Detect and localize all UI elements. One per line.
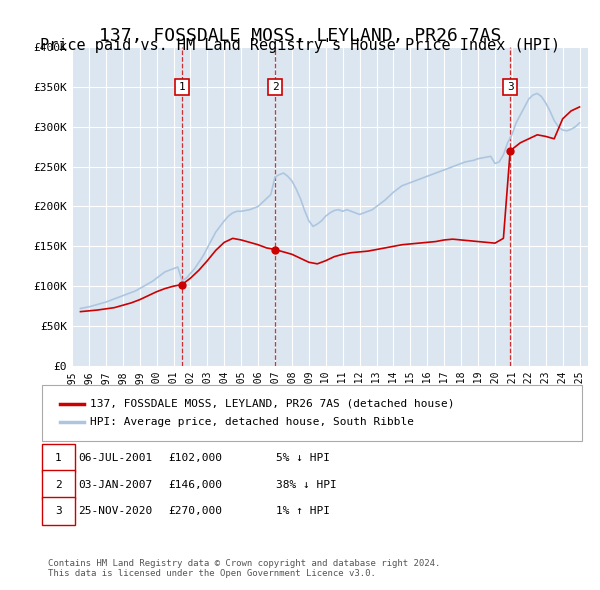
Text: £270,000: £270,000 [168,506,222,516]
Text: 2: 2 [55,480,62,490]
Text: 5% ↓ HPI: 5% ↓ HPI [276,453,330,463]
Text: Contains HM Land Registry data © Crown copyright and database right 2024.
This d: Contains HM Land Registry data © Crown c… [48,559,440,578]
Text: 137, FOSSDALE MOSS, LEYLAND, PR26 7AS (detached house): 137, FOSSDALE MOSS, LEYLAND, PR26 7AS (d… [90,399,455,408]
Text: 38% ↓ HPI: 38% ↓ HPI [276,480,337,490]
Text: HPI: Average price, detached house, South Ribble: HPI: Average price, detached house, Sout… [90,418,414,427]
Text: £102,000: £102,000 [168,453,222,463]
Text: 2: 2 [272,82,278,92]
Text: 137, FOSSDALE MOSS, LEYLAND, PR26 7AS: 137, FOSSDALE MOSS, LEYLAND, PR26 7AS [99,27,501,45]
Text: 3: 3 [55,506,62,516]
Text: £146,000: £146,000 [168,480,222,490]
Text: 1% ↑ HPI: 1% ↑ HPI [276,506,330,516]
Text: 1: 1 [179,82,185,92]
Text: 03-JAN-2007: 03-JAN-2007 [78,480,152,490]
Text: 1: 1 [55,453,62,463]
Text: Price paid vs. HM Land Registry's House Price Index (HPI): Price paid vs. HM Land Registry's House … [40,38,560,53]
Text: 25-NOV-2020: 25-NOV-2020 [78,506,152,516]
Text: 3: 3 [507,82,514,92]
Text: 06-JUL-2001: 06-JUL-2001 [78,453,152,463]
